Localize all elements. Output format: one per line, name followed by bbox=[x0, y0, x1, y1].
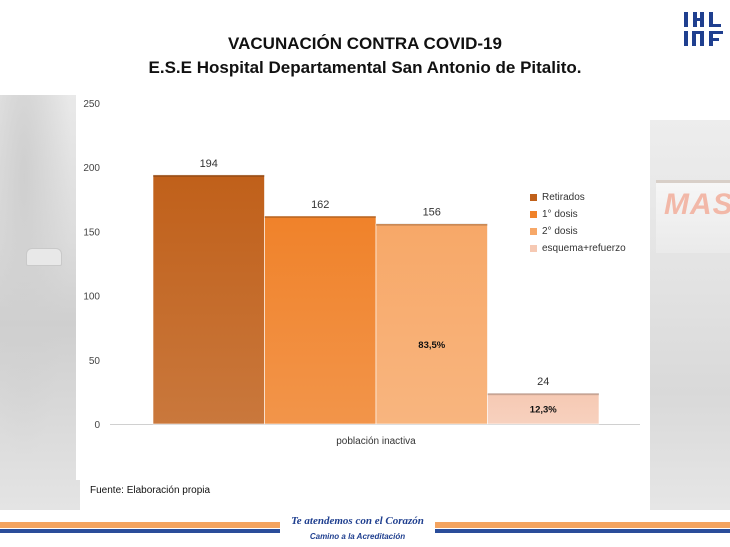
bar-top-edge bbox=[487, 393, 599, 396]
background-building-sign bbox=[656, 180, 730, 253]
footer-slogan-line2: Camino a la Acreditación bbox=[309, 532, 406, 541]
y-tick-label: 0 bbox=[94, 420, 100, 431]
y-tick-label: 200 bbox=[83, 163, 100, 174]
bar-value-label: 24 bbox=[537, 376, 549, 388]
legend-label: esquema+refuerzo bbox=[542, 243, 626, 254]
source-note: Fuente: Elaboración propia bbox=[90, 485, 211, 496]
bar-top-edge bbox=[264, 215, 376, 218]
bar-annotation-label: 83,5% bbox=[418, 340, 445, 351]
footer-slogan-line1: Te atendemos con el Corazón bbox=[291, 515, 424, 527]
bar-value-label: 156 bbox=[423, 207, 441, 219]
background-photo-left bbox=[0, 95, 80, 510]
legend-item: 2° dosis bbox=[530, 223, 626, 240]
background-car bbox=[26, 248, 62, 266]
legend-item: Retirados bbox=[530, 189, 626, 206]
bar-1-dosis bbox=[264, 215, 377, 425]
legend-item: esquema+refuerzo bbox=[530, 240, 626, 257]
legend-label: Retirados bbox=[542, 192, 585, 203]
background-photo-right bbox=[650, 120, 730, 510]
bar-value-label: 162 bbox=[311, 199, 329, 211]
y-tick-label: 50 bbox=[89, 356, 101, 367]
legend-swatch bbox=[530, 211, 537, 218]
bar-chart: 0 50 100 150 200 250 194 162 156 83,5% 24 12,3% pobl… bbox=[83, 99, 640, 447]
bar-top-edge bbox=[153, 174, 265, 177]
bar-esquema-refuerzo bbox=[487, 392, 600, 425]
legend-swatch bbox=[530, 194, 537, 201]
y-tick-label: 150 bbox=[83, 227, 100, 238]
chart-title-line2: E.S.E Hospital Departamental San Antonio… bbox=[148, 58, 582, 77]
bar-annotation-label: 12,3% bbox=[530, 405, 557, 416]
y-tick-label: 250 bbox=[83, 99, 100, 110]
hospital-logo-icon bbox=[684, 12, 723, 46]
bar-retirados bbox=[152, 174, 265, 425]
y-tick-label: 100 bbox=[83, 292, 100, 303]
legend-label: 2° dosis bbox=[542, 226, 578, 237]
bar-2-dosis bbox=[375, 223, 488, 425]
legend-swatch bbox=[530, 228, 537, 235]
chart-title-line1: VACUNACIÓN CONTRA COVID-19 bbox=[228, 34, 502, 53]
footer-slogan: Te atendemos con el Corazón Camino a la … bbox=[280, 512, 435, 547]
legend-swatch bbox=[530, 245, 537, 252]
chart-legend: Retirados 1° dosis 2° dosis esquema+refuerz… bbox=[530, 189, 626, 257]
legend-item: 1° dosis bbox=[530, 206, 626, 223]
chart-panel: 0 50 100 150 200 250 194 162 156 83,5% 24 12,3% pobl… bbox=[76, 93, 650, 480]
x-category-label: población inactiva bbox=[336, 436, 416, 447]
bar-top-edge bbox=[376, 223, 488, 226]
background-sign-text: MAS bbox=[664, 188, 730, 221]
bar-value-label: 194 bbox=[200, 158, 218, 170]
legend-label: 1° dosis bbox=[542, 209, 578, 220]
